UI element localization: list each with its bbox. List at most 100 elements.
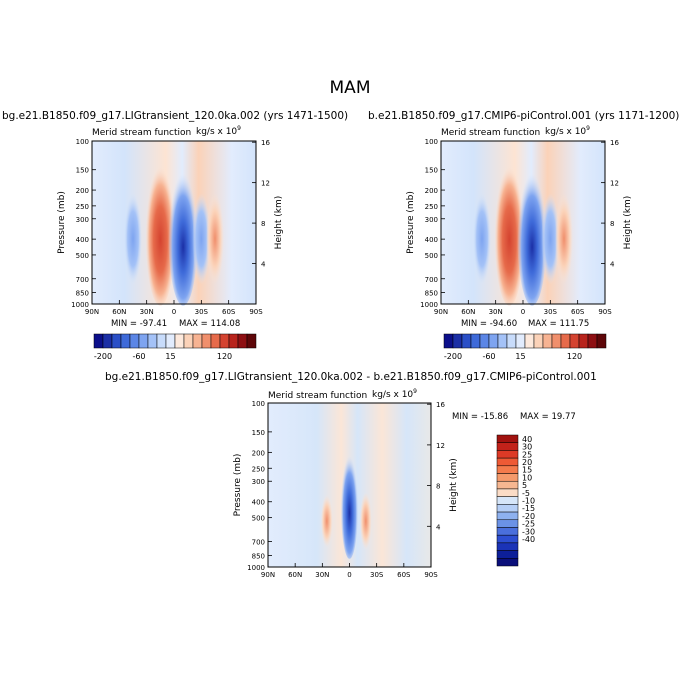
colorbar-swatch (496, 496, 519, 505)
colorbar-swatch (111, 333, 122, 349)
colorbar-label: 40 (522, 435, 532, 444)
colorbar-swatch (174, 333, 185, 349)
colorbar-label: 15 (522, 466, 532, 475)
y-tick-label: 400 (425, 236, 438, 244)
y-tick-label: 100 (252, 400, 265, 408)
y2-axis-label: Height (km) (449, 458, 459, 512)
colorbar-swatch (496, 480, 519, 490)
y2-axis-label: Height (km) (623, 196, 633, 250)
colorbar-swatch (120, 333, 131, 349)
colorbar-label: -200 (444, 352, 462, 361)
y-tick-label: 500 (425, 252, 438, 260)
heatmap-cell (124, 193, 142, 285)
colorbar-swatch (479, 333, 490, 349)
colorbar-swatch (129, 333, 140, 349)
x-tick-label: 60S (397, 571, 411, 579)
y-tick-label: 150 (425, 167, 438, 175)
colorbar-swatch (102, 333, 113, 349)
colorbar-swatch (569, 333, 580, 349)
y2-axis-label: Height (km) (274, 196, 284, 250)
panel-left-label: Merid stream function (268, 391, 368, 401)
colorbar-label: -5 (522, 489, 530, 498)
colorbar: -200 -60 15 120 (93, 333, 257, 361)
y-tick-label: 200 (425, 187, 438, 195)
heatmap-cell (206, 193, 224, 285)
colorbar-swatch (496, 550, 519, 559)
y-tick-label: 1000 (71, 301, 89, 309)
x-tick-label: 60N (288, 571, 302, 579)
colorbar-swatch (496, 534, 519, 544)
colorbar: -200 -60 15 120 (443, 333, 607, 361)
colorbar-label: -30 (522, 527, 535, 536)
x-tick-label: 90S (598, 308, 612, 316)
colorbar-swatch (578, 333, 589, 349)
colorbar-swatch (496, 527, 519, 536)
heatmap-cell (517, 158, 548, 306)
run-title-right: b.e21.B1850.f09_g17.CMIP6-piControl.001 … (368, 110, 680, 122)
x-tick-label: 0 (172, 308, 176, 316)
colorbar-swatch (560, 333, 571, 349)
colorbar-swatch (165, 333, 176, 349)
x-tick-label: 30S (370, 571, 384, 579)
colorbar-swatch (246, 333, 257, 349)
x-tick-label: 90S (249, 308, 263, 316)
colorbar-swatch (551, 333, 562, 349)
colorbar-swatch (515, 333, 526, 349)
colorbar-swatch (138, 333, 149, 349)
colorbar-label: -10 (522, 497, 535, 506)
x-tick-label: 0 (521, 308, 525, 316)
colorbar-swatch (147, 333, 158, 349)
x-tick-label: 30N (489, 308, 503, 316)
y2-tick-label: 12 (261, 180, 270, 188)
y-tick-label: 150 (76, 167, 89, 175)
colorbar-swatch (497, 333, 508, 349)
y2-tick-label: 16 (610, 139, 619, 147)
y-axis-label: Pressure (mb) (57, 191, 67, 254)
colorbar-swatch (488, 333, 499, 349)
colorbar-label: 15 (165, 352, 175, 361)
y-tick-label: 200 (76, 187, 89, 195)
y-tick-label: 700 (76, 276, 89, 284)
x-tick-label: 30S (195, 308, 209, 316)
y2-tick-label: 8 (610, 220, 614, 228)
x-tick-label: 60S (571, 308, 585, 316)
colorbar-label: -20 (522, 512, 535, 521)
colorbar-label: -200 (94, 352, 112, 361)
y2-tick-label: 16 (261, 139, 270, 147)
heatmap-cell (192, 193, 211, 285)
colorbar-swatch (201, 333, 212, 349)
colorbar-swatch (443, 333, 454, 349)
colorbar-swatch (461, 333, 472, 349)
y2-tick-label: 16 (436, 401, 445, 409)
colorbar-label: -25 (522, 520, 535, 529)
y2-tick-label: 4 (436, 523, 441, 531)
y-tick-label: 300 (425, 216, 438, 224)
y-tick-label: 1000 (247, 564, 265, 572)
colorbar-label: 120 (567, 352, 582, 361)
heatmap-cell (473, 193, 491, 285)
colorbar-swatch (496, 434, 519, 443)
panel-right-label: kg/s x 109 (372, 388, 417, 400)
colorbar-swatch (524, 333, 535, 349)
y-tick-label: 1000 (420, 301, 438, 309)
colorbar-label: 15 (515, 352, 525, 361)
y-tick-label: 250 (252, 465, 265, 473)
colorbar-label: 20 (522, 458, 532, 467)
y2-tick-label: 8 (261, 220, 265, 228)
x-tick-label: 90S (424, 571, 438, 579)
y-tick-label: 850 (425, 289, 438, 297)
colorbar-swatch (496, 442, 519, 451)
colorbar-swatch (596, 333, 607, 349)
y-tick-label: 500 (76, 252, 89, 260)
colorbar-label: -60 (482, 352, 495, 361)
colorbar-swatch (210, 333, 221, 349)
colorbar-swatch (496, 450, 519, 459)
min-text: MIN = -15.86 (452, 412, 509, 422)
y2-tick-label: 12 (436, 442, 445, 450)
colorbar-swatch (496, 465, 519, 474)
y-tick-label: 700 (425, 276, 438, 284)
colorbar-swatch (156, 333, 167, 349)
colorbar-swatch (496, 558, 519, 567)
